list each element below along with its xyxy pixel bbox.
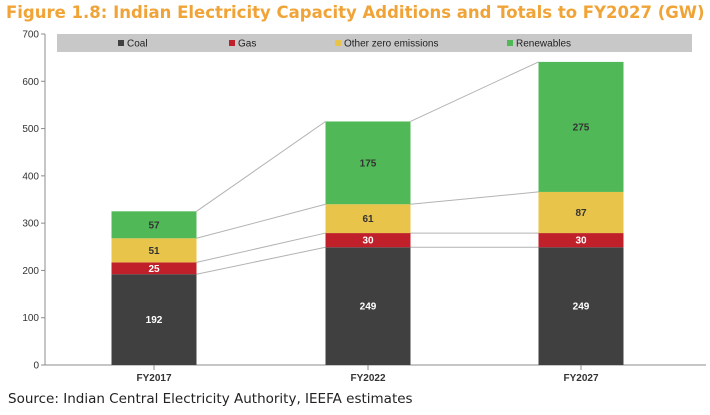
bar-renewables-fy2017 bbox=[111, 211, 197, 239]
connector-line-other-zero-emissions bbox=[196, 203, 326, 239]
x-tick-label-fy2022: FY2022 bbox=[350, 373, 385, 384]
connector-line-renewables bbox=[410, 61, 539, 122]
data-label-gas-fy2017: 25 bbox=[148, 264, 160, 275]
bar-gas-fy2027 bbox=[538, 233, 624, 248]
data-label-coal-fy2022: 249 bbox=[360, 302, 377, 313]
connector-lines bbox=[196, 61, 539, 275]
legend-box bbox=[57, 34, 692, 52]
legend-label-gas: Gas bbox=[238, 39, 256, 50]
x-tick-label-fy2027: FY2027 bbox=[563, 373, 598, 384]
bar-other-zero-emissions-fy2017 bbox=[111, 238, 197, 263]
bar-coal-fy2017 bbox=[111, 274, 197, 365]
source-note: Source: Indian Central Electricity Autho… bbox=[8, 391, 413, 407]
data-label-renewables-fy2027: 275 bbox=[573, 122, 590, 133]
y-tick-label: 500 bbox=[22, 124, 39, 135]
data-label-other-zero-emissions-fy2022: 61 bbox=[362, 214, 374, 225]
data-label-coal-fy2027: 249 bbox=[573, 302, 590, 313]
connector-line-other-zero-emissions bbox=[410, 191, 539, 205]
bars bbox=[111, 61, 624, 365]
x-tick-label-fy2017: FY2017 bbox=[136, 373, 171, 384]
legend-label-renewables: Renewables bbox=[516, 39, 571, 50]
y-tick-label: 100 bbox=[22, 313, 39, 324]
legend: Coal Gas Other zero emissions Renewables bbox=[57, 34, 692, 52]
bar-other-zero-emissions-fy2027 bbox=[538, 191, 624, 234]
y-tick-label: 600 bbox=[22, 77, 39, 88]
legend-swatch-coal bbox=[118, 40, 124, 46]
bar-gas-fy2022 bbox=[325, 233, 411, 248]
y-tick-label: 300 bbox=[22, 219, 39, 230]
data-label-other-zero-emissions-fy2027: 87 bbox=[575, 208, 587, 219]
legend-swatch-other-zero-emissions bbox=[335, 40, 341, 46]
data-label-renewables-fy2017: 57 bbox=[148, 220, 160, 231]
data-label-gas-fy2027: 30 bbox=[575, 236, 587, 247]
bar-coal-fy2022 bbox=[325, 247, 411, 365]
connector-line-gas bbox=[196, 232, 326, 263]
y-tick-label: 400 bbox=[22, 171, 39, 182]
connector-line-renewables bbox=[196, 121, 326, 212]
legend-swatch-renewables bbox=[507, 40, 513, 46]
connector-line-coal bbox=[196, 246, 326, 275]
figure-title: Figure 1.8: Indian Electricity Capacity … bbox=[6, 3, 705, 22]
legend-label-other-zero-emissions: Other zero emissions bbox=[344, 39, 438, 50]
y-tick-label: 700 bbox=[22, 30, 39, 41]
data-label-coal-fy2017: 192 bbox=[146, 315, 163, 326]
data-label-other-zero-emissions-fy2017: 51 bbox=[148, 246, 160, 257]
data-label-renewables-fy2022: 175 bbox=[360, 158, 377, 169]
bar-renewables-fy2022 bbox=[325, 121, 411, 205]
y-tick-label: 200 bbox=[22, 266, 39, 277]
data-label-gas-fy2022: 30 bbox=[362, 236, 374, 247]
legend-label-coal: Coal bbox=[127, 39, 148, 50]
bar-other-zero-emissions-fy2022 bbox=[325, 204, 411, 234]
bar-renewables-fy2027 bbox=[538, 61, 624, 192]
bar-gas-fy2017 bbox=[111, 262, 197, 275]
legend-swatch-gas bbox=[229, 40, 235, 46]
y-tick-label: 0 bbox=[33, 361, 39, 372]
bar-coal-fy2027 bbox=[538, 247, 624, 365]
stacked-bar-chart: 0 100 200 300 400 500 600 700 FY2017 FY2022 FY2027… bbox=[22, 30, 706, 384]
data-labels: 192 25 51 57 249 30 61 175 249 30 87 275 bbox=[146, 122, 590, 326]
